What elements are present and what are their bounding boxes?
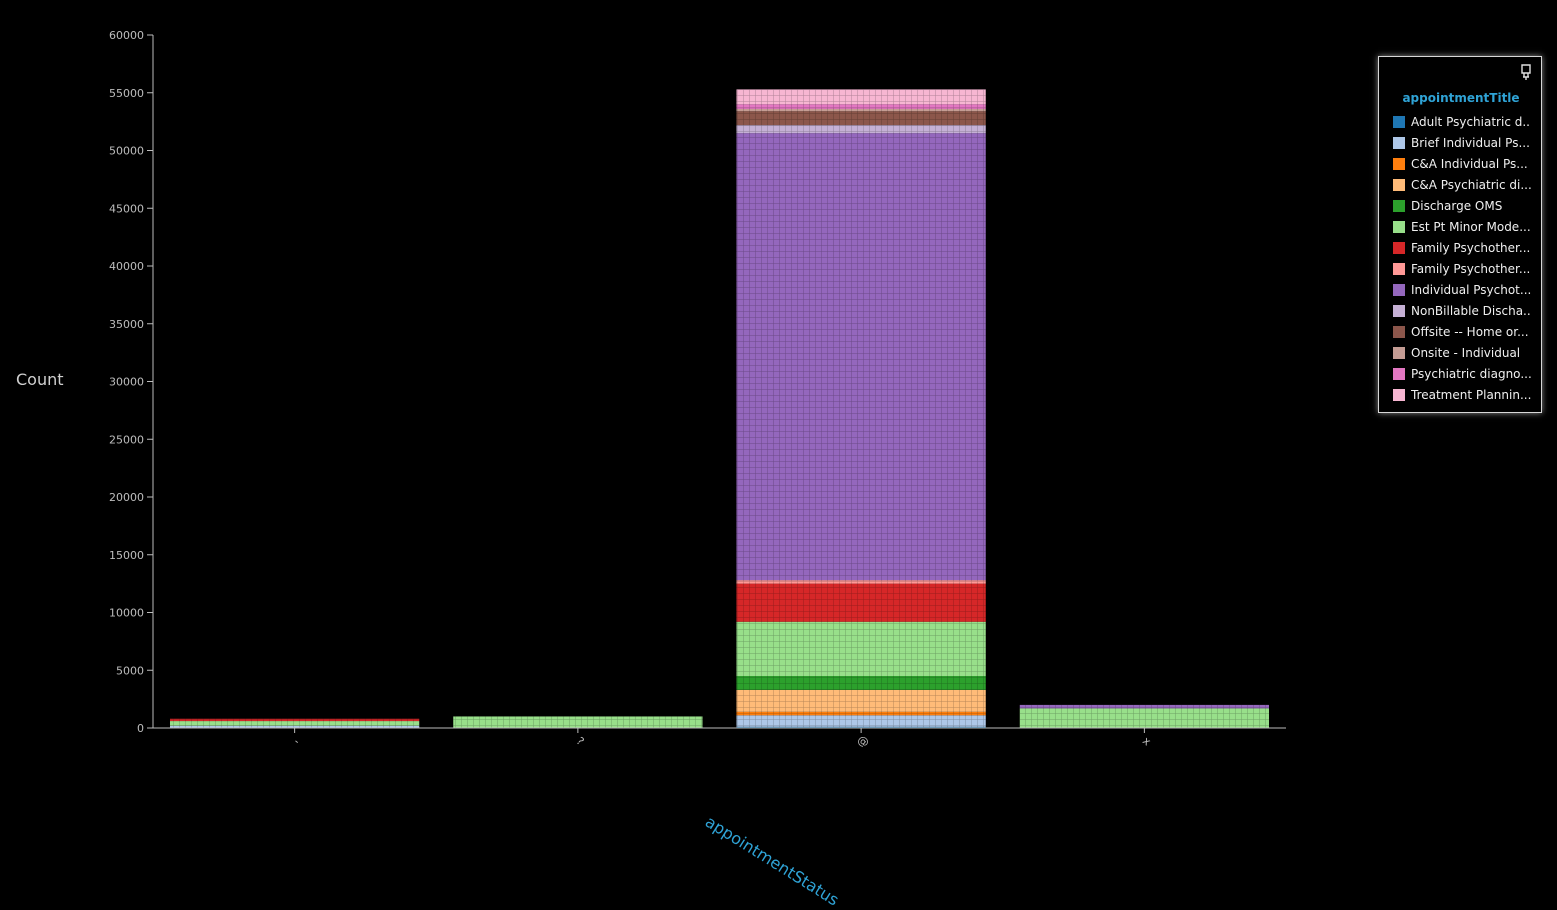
y-tick-label: 60000 xyxy=(109,29,144,42)
y-tick-label: 30000 xyxy=(109,376,144,389)
legend-item[interactable]: Treatment Plannin... xyxy=(1393,384,1531,405)
bar-texture xyxy=(1019,704,1270,728)
legend-item[interactable]: C&A Individual Ps... xyxy=(1393,153,1531,174)
legend-item[interactable]: Onsite - Individual xyxy=(1393,342,1531,363)
legend-label: Est Pt Minor Mode... xyxy=(1411,219,1531,234)
bar-texture xyxy=(453,716,703,728)
legend-label: Family Psychother... xyxy=(1411,261,1531,276)
legend-item[interactable]: Discharge OMS xyxy=(1393,195,1531,216)
legend-label: Family Psychother... xyxy=(1411,240,1531,255)
legend-title: appointmentTitle xyxy=(1402,91,1520,105)
legend-label: C&A Psychiatric di... xyxy=(1411,177,1531,192)
legend-item[interactable]: Brief Individual Ps... xyxy=(1393,132,1531,153)
legend-swatch xyxy=(1393,304,1405,317)
y-tick-label: 5000 xyxy=(116,664,144,677)
legend-label: Brief Individual Ps... xyxy=(1411,135,1530,150)
legend-label: Individual Psychot... xyxy=(1411,282,1531,297)
y-tick-label: 45000 xyxy=(109,202,144,215)
legend-label: NonBillable Discha... xyxy=(1411,303,1531,318)
legend-swatch xyxy=(1393,283,1405,296)
legend-label: Adult Psychiatric d... xyxy=(1411,114,1531,129)
legend-swatch xyxy=(1393,220,1405,233)
legend-item[interactable]: C&A Psychiatric di... xyxy=(1393,174,1531,195)
legend-item[interactable]: Individual Psychot... xyxy=(1393,279,1531,300)
legend-label: C&A Individual Ps... xyxy=(1411,156,1528,171)
y-tick-label: 0 xyxy=(137,722,144,735)
chart-area: 0 5000 10000 15000 20000 25000 30000 35000 40000… xyxy=(16,29,1542,910)
legend-item[interactable]: Adult Psychiatric d... xyxy=(1393,111,1531,132)
x-tick-label: @ xyxy=(855,733,872,750)
y-tick-label: 25000 xyxy=(109,433,144,446)
axes-layer: 0 5000 10000 15000 20000 25000 30000 35000 40000… xyxy=(109,29,1286,750)
legend-label: Onsite - Individual xyxy=(1411,345,1521,360)
legend-swatch xyxy=(1393,367,1405,380)
legend-list: Adult Psychiatric d... Brief Individual P… xyxy=(1393,111,1531,405)
x-tick-label: - xyxy=(291,735,302,748)
legend-swatch xyxy=(1393,262,1405,275)
chart-plot: 0 5000 10000 15000 20000 25000 30000 35000 40000… xyxy=(109,29,1286,750)
bar-texture xyxy=(169,718,420,728)
y-tick-label: 55000 xyxy=(109,87,144,100)
legend-swatch xyxy=(1393,199,1405,212)
y-tick-label: 35000 xyxy=(109,318,144,331)
legend-label: Treatment Plannin... xyxy=(1411,387,1531,402)
bars-layer xyxy=(169,89,1270,728)
legend-label: Offsite -- Home or... xyxy=(1411,324,1529,339)
bar-texture xyxy=(736,89,986,728)
legend-swatch xyxy=(1393,388,1405,401)
legend-swatch xyxy=(1393,178,1405,191)
legend: appointmentTitle Adult Psychiatric d... B… xyxy=(1378,56,1542,413)
y-tick-label: 10000 xyxy=(109,607,144,620)
y-tick-label: 40000 xyxy=(109,260,144,273)
legend-swatch xyxy=(1393,157,1405,170)
legend-item[interactable]: Psychiatric diagno... xyxy=(1393,363,1531,384)
legend-item[interactable]: Offsite -- Home or... xyxy=(1393,321,1531,342)
y-tick-label: 20000 xyxy=(109,491,144,504)
y-tick-label: 15000 xyxy=(109,549,144,562)
x-tick-label: ? xyxy=(574,734,587,748)
legend-swatch xyxy=(1393,136,1405,149)
x-tick-label: x xyxy=(1140,734,1154,748)
y-tick-label: 50000 xyxy=(109,145,144,158)
y-axis-title: Count xyxy=(16,370,64,389)
legend-swatch xyxy=(1393,115,1405,128)
legend-swatch xyxy=(1393,325,1405,338)
legend-swatch xyxy=(1393,346,1405,359)
legend-item[interactable]: Family Psychother... xyxy=(1393,258,1531,279)
legend-item[interactable]: Family Psychother... xyxy=(1393,237,1531,258)
legend-item[interactable]: Est Pt Minor Mode... xyxy=(1393,216,1531,237)
legend-label: Psychiatric diagno... xyxy=(1411,366,1531,381)
legend-label: Discharge OMS xyxy=(1411,198,1503,213)
pin-icon[interactable] xyxy=(1520,64,1532,80)
legend-swatch xyxy=(1393,241,1405,254)
legend-item[interactable]: NonBillable Discha... xyxy=(1393,300,1531,321)
